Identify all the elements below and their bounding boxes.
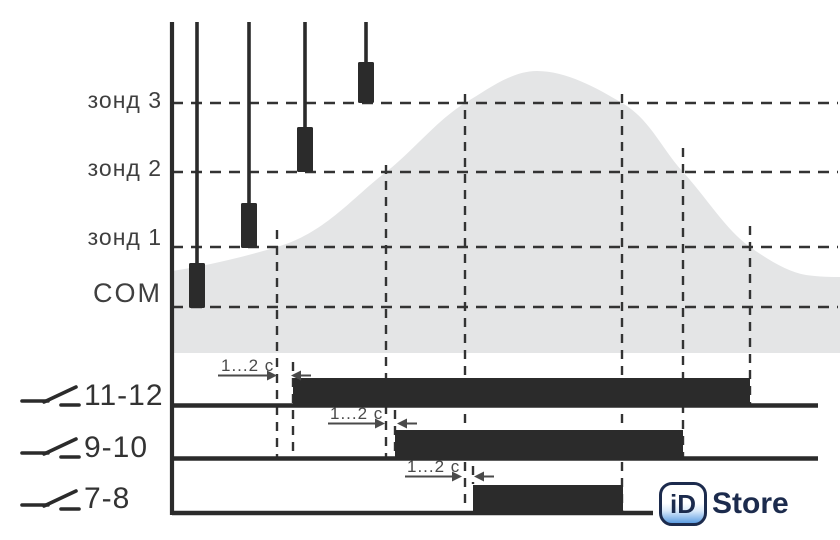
probe1-electrode xyxy=(241,203,257,248)
probe1-label: зонд 1 xyxy=(87,224,162,250)
idstore-logo-text: Store xyxy=(712,487,789,520)
probe-wires xyxy=(195,22,368,266)
relay-7-8-label: 7-8 xyxy=(84,482,131,515)
relay-11-12-label: 11-12 xyxy=(84,379,164,412)
relay-11-12-switch-icon xyxy=(20,385,81,407)
relay-bars xyxy=(293,378,750,513)
probe2-label: зонд 2 xyxy=(87,155,162,181)
idstore-badge-icon: iD xyxy=(659,482,707,526)
idstore-logo: iD Store xyxy=(659,482,789,526)
com-label: COM xyxy=(93,278,162,308)
delay-dimension-arrows xyxy=(218,370,494,482)
probe3-label: зонд 3 xyxy=(87,87,162,113)
water-level-curve xyxy=(172,71,840,353)
probe2-electrode xyxy=(297,127,313,172)
probe3-electrode xyxy=(358,62,374,103)
relay-9-10-switch-icon xyxy=(20,437,81,459)
delay-annotation-2: 1...2 с xyxy=(330,404,384,423)
relay-9-10-label: 9-10 xyxy=(84,431,149,464)
relay-7-8-switch-icon xyxy=(20,489,81,511)
com-electrode xyxy=(189,263,205,308)
delay-annotation-1: 1...2 с xyxy=(221,356,275,375)
relay-11-12-bar xyxy=(293,378,750,406)
relay-7-8-bar xyxy=(473,485,623,513)
relay-9-10-bar xyxy=(395,430,683,458)
switch-symbols xyxy=(20,385,81,511)
level-gridlines xyxy=(172,101,838,309)
delay-annotation-3: 1...2 с xyxy=(407,457,461,476)
electrodes xyxy=(189,62,374,308)
